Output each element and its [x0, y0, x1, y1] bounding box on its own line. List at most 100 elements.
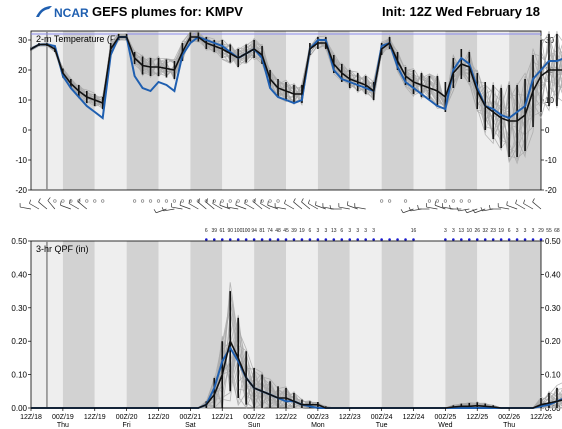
time-band — [445, 241, 478, 408]
y-tick-label-right: 0.40 — [545, 270, 561, 279]
wind-barb-flag — [267, 201, 269, 206]
wind-barb-staff — [219, 204, 231, 210]
wind-barb-flag — [161, 207, 164, 212]
qpf-probability-dot — [340, 238, 344, 241]
wind-barb-flag — [347, 201, 349, 206]
wind-barb-staff — [403, 208, 414, 214]
qpf-probability-label: 3 — [356, 228, 359, 234]
time-band — [509, 241, 541, 408]
x-tick-label: 00Z/19 — [52, 414, 74, 421]
wind-barb-flag — [47, 197, 51, 201]
x-tick-label: 12Z/26 — [530, 414, 552, 421]
time-band — [94, 241, 127, 408]
x-day-label: Tue — [376, 422, 388, 429]
y-tick-label-right: -20 — [545, 186, 557, 195]
calm-dot — [236, 199, 240, 203]
wind-barb-flag — [260, 199, 263, 204]
calm-dot — [260, 199, 264, 203]
wind-barb-staff — [515, 203, 526, 210]
init-label: Init: 12Z Wed February 18 — [382, 4, 540, 19]
qpf-probability-label: 19 — [299, 228, 305, 234]
wind-barb-flag — [205, 198, 209, 203]
qpf-probability-label: 6 — [205, 228, 208, 234]
wind-barb-staff — [29, 203, 40, 210]
wind-barb-staff — [197, 201, 207, 210]
qpf-probability-dot — [324, 238, 328, 241]
x-tick-label: 12Z/23 — [339, 414, 361, 421]
qpf-probability-dot — [268, 238, 272, 241]
qpf-probability-dot — [308, 238, 312, 241]
wind-barb-staff — [466, 208, 478, 214]
wind-barb-flag — [480, 207, 483, 212]
qpf-probability-label: 3 — [532, 228, 535, 234]
qpf-probability-label: 81 — [259, 228, 265, 234]
qpf-probability-dot — [475, 238, 479, 241]
calm-dot — [85, 199, 89, 203]
wind-barb-staff — [301, 201, 311, 210]
panel-title: 2-m Temperature (F) — [36, 34, 118, 44]
calm-dot — [451, 199, 455, 203]
wind-barb-flag — [532, 198, 535, 203]
time-band — [286, 31, 318, 190]
wind-barb-staff — [156, 208, 167, 214]
chart-title: GEFS plumes for: KMPV — [92, 4, 243, 19]
qpf-probability-label: 6 — [340, 228, 343, 234]
wind-barb-flag — [284, 199, 287, 204]
wind-barb-flag — [400, 209, 404, 213]
calm-dot — [132, 199, 137, 203]
qpf-probability-label: 10 — [467, 228, 473, 234]
wind-barb-staff — [532, 201, 542, 210]
qpf-probability-label: 74 — [267, 228, 273, 234]
qpf-probability-label: 3 — [444, 228, 447, 234]
wind-barb-staff — [458, 208, 470, 212]
wind-barb-staff — [163, 208, 175, 212]
x-tick-label: 12Z/19 — [84, 414, 106, 421]
calm-dot — [164, 199, 169, 203]
qpf-probability-dot — [412, 238, 415, 241]
wind-barb-flag — [197, 198, 201, 203]
qpf-probability-label: 3 — [516, 228, 519, 234]
wind-barb-flag — [301, 198, 304, 203]
x-day-label: Mon — [311, 422, 325, 429]
y-tick-label-left: -10 — [15, 156, 27, 165]
qpf-probability-dot — [300, 238, 304, 241]
qpf-probability-dot — [316, 238, 320, 241]
time-band — [158, 31, 191, 190]
x-day-label: Sat — [185, 422, 196, 429]
calm-dot — [69, 199, 73, 203]
time-band — [286, 241, 318, 408]
qpf-probability-label: 94 — [251, 228, 257, 234]
wind-barb-staff — [498, 206, 510, 210]
y-tick-label-right: 0.00 — [545, 404, 561, 413]
qpf-probability-dot — [499, 238, 503, 241]
qpf-probability-dot — [212, 238, 216, 241]
y-tick-label-left: 0.40 — [11, 270, 27, 279]
time-band — [413, 31, 446, 190]
qpf-probability-dot — [205, 238, 208, 241]
ncar-logo: NCAR — [36, 6, 89, 19]
qpf-probability-dot — [388, 238, 391, 241]
wind-barb-staff — [69, 203, 79, 210]
calm-dot — [180, 199, 185, 203]
wind-barb-staff — [315, 204, 326, 210]
qpf-probability-dot — [252, 238, 256, 241]
logo-text: NCAR — [54, 6, 89, 19]
wind-barb-flag — [488, 205, 491, 210]
qpf-probability-label: 68 — [554, 228, 560, 234]
y-tick-label-left: 0 — [23, 126, 28, 135]
calm-dot — [387, 199, 392, 203]
wind-barb-staff — [38, 201, 48, 210]
wind-barb-staff — [60, 204, 71, 210]
wind-barb-staff — [188, 203, 199, 210]
probability-row: 6 39 61 90 100 100 94 81 74 48 45 39 19 6 3 3 13 6 3 3 3 3 16 3… — [205, 228, 560, 241]
x-tick-label: 00Z/25 — [434, 414, 456, 421]
wind-barb-flag — [408, 207, 411, 212]
qpf-probability-dot — [332, 238, 336, 241]
time-band — [413, 241, 446, 408]
wind-barb-staff — [284, 203, 295, 210]
qpf-probability-label: 3 — [316, 228, 319, 234]
wind-barb-staff — [426, 206, 438, 210]
time-band — [381, 241, 414, 408]
time-band — [62, 241, 95, 408]
